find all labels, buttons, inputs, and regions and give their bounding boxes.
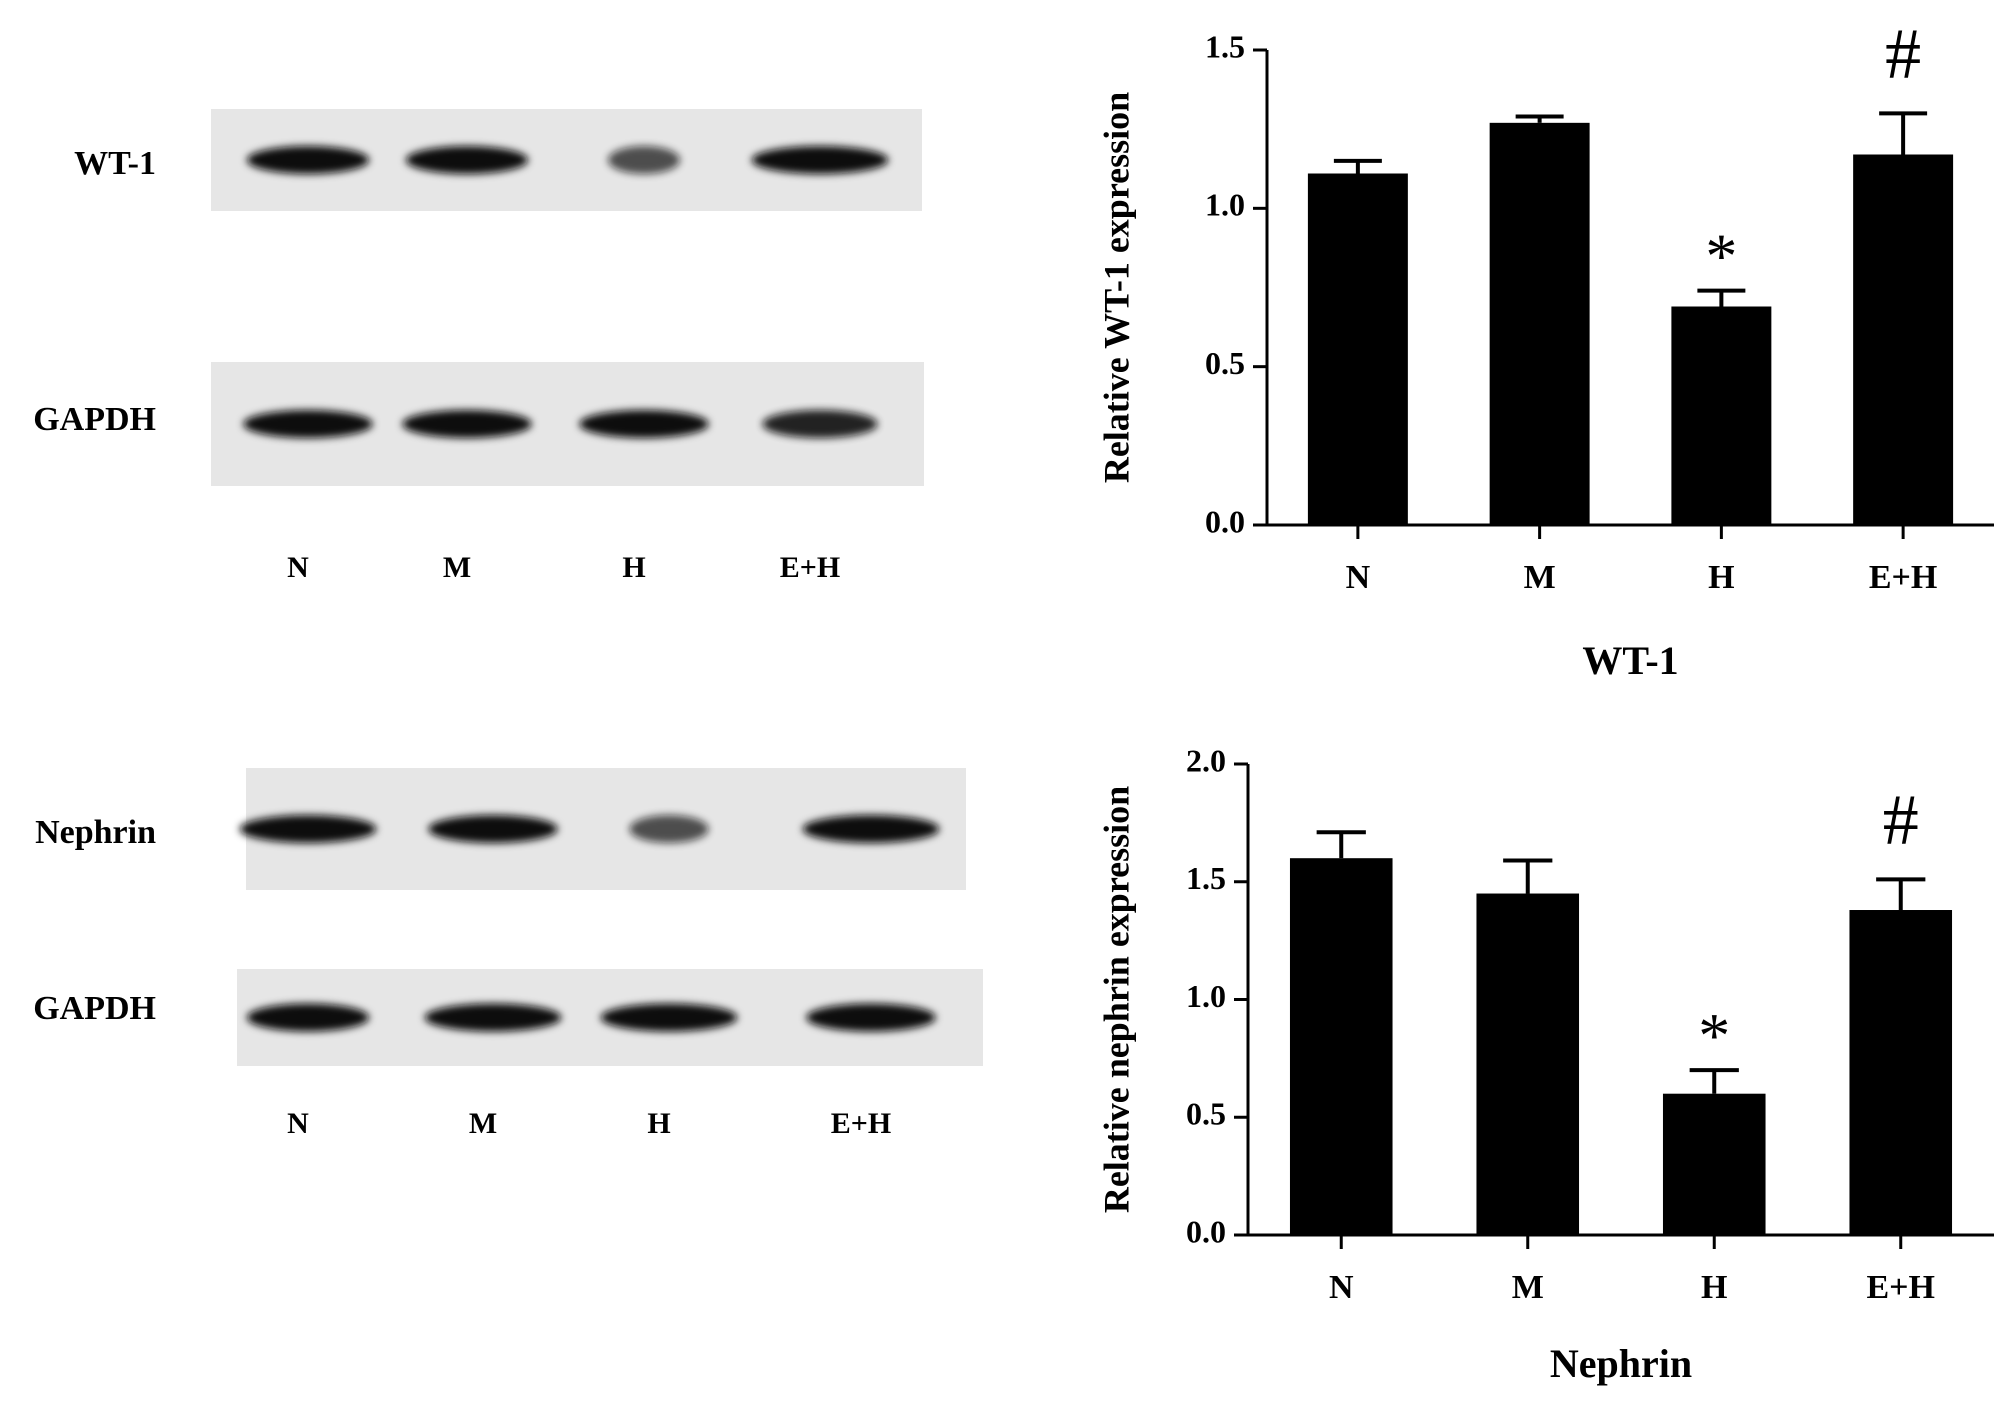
bar xyxy=(1853,154,1954,525)
x-tick-label: M xyxy=(1524,559,1556,596)
significance-marker: * xyxy=(1705,220,1737,291)
blot-lane-label: H xyxy=(622,551,645,584)
blot-lane-label: E+H xyxy=(780,551,840,584)
x-tick-label: E+H xyxy=(1867,1269,1936,1306)
y-tick-label: 0.0 xyxy=(1186,1213,1226,1249)
blot-band xyxy=(751,146,889,174)
x-tick-label: H xyxy=(1708,559,1734,596)
chart-title: Nephrin xyxy=(1550,1341,1692,1386)
blot-band xyxy=(762,410,878,438)
bar xyxy=(1662,1093,1766,1235)
bar xyxy=(1849,910,1953,1235)
blot-band xyxy=(428,815,558,843)
y-axis-label: Relative nephrin expression xyxy=(1096,786,1136,1213)
blot-lane-label: M xyxy=(443,551,471,584)
x-tick-label: N xyxy=(1329,1269,1354,1306)
bar xyxy=(1671,306,1772,525)
blot-band xyxy=(424,1003,562,1032)
y-tick-label: 0.5 xyxy=(1186,1096,1226,1132)
bar xyxy=(1489,122,1590,525)
chart-title: WT-1 xyxy=(1582,638,1678,683)
blot-band xyxy=(802,815,940,843)
x-tick-label: H xyxy=(1701,1269,1727,1306)
bar xyxy=(1476,893,1580,1235)
x-tick-label: N xyxy=(1346,559,1371,596)
blot-row-label: GAPDH xyxy=(33,990,156,1027)
blot-row-label: WT-1 xyxy=(74,145,156,182)
blot-band xyxy=(579,410,709,438)
y-tick-label: 1.0 xyxy=(1186,978,1226,1014)
blot-row-label: Nephrin xyxy=(35,814,156,851)
blot-lane-label: N xyxy=(287,1107,309,1140)
blot-row-label: GAPDH xyxy=(33,401,156,438)
y-tick-label: 1.0 xyxy=(1205,187,1245,223)
blot-lane-label: M xyxy=(469,1107,497,1140)
y-tick-label: 0.5 xyxy=(1205,345,1245,381)
y-tick-label: 2.0 xyxy=(1186,742,1226,778)
blot-band xyxy=(243,410,373,438)
y-tick-label: 1.5 xyxy=(1205,28,1245,64)
y-tick-label: 0.0 xyxy=(1205,503,1245,539)
x-tick-label: M xyxy=(1512,1269,1544,1306)
blot-band xyxy=(600,1003,738,1032)
bar xyxy=(1307,173,1408,525)
blot-band xyxy=(246,1003,370,1032)
blot-lane-label: E+H xyxy=(831,1107,891,1140)
blot-band xyxy=(246,146,370,174)
blot-band xyxy=(608,146,680,174)
blot-band xyxy=(239,815,377,843)
significance-marker: # xyxy=(1883,780,1919,860)
y-tick-label: 1.5 xyxy=(1186,860,1226,896)
blot-lane-label: H xyxy=(647,1107,670,1140)
x-tick-label: E+H xyxy=(1869,559,1938,596)
blot-band xyxy=(405,146,529,174)
bar xyxy=(1289,858,1393,1235)
significance-marker: # xyxy=(1885,14,1921,94)
blot-band xyxy=(806,1003,936,1032)
blot-lane-label: N xyxy=(287,551,309,584)
y-axis-label: Relative WT-1 expression xyxy=(1096,92,1136,483)
significance-marker: * xyxy=(1698,1000,1730,1071)
blot-band xyxy=(402,410,532,438)
blot-band xyxy=(629,815,709,843)
